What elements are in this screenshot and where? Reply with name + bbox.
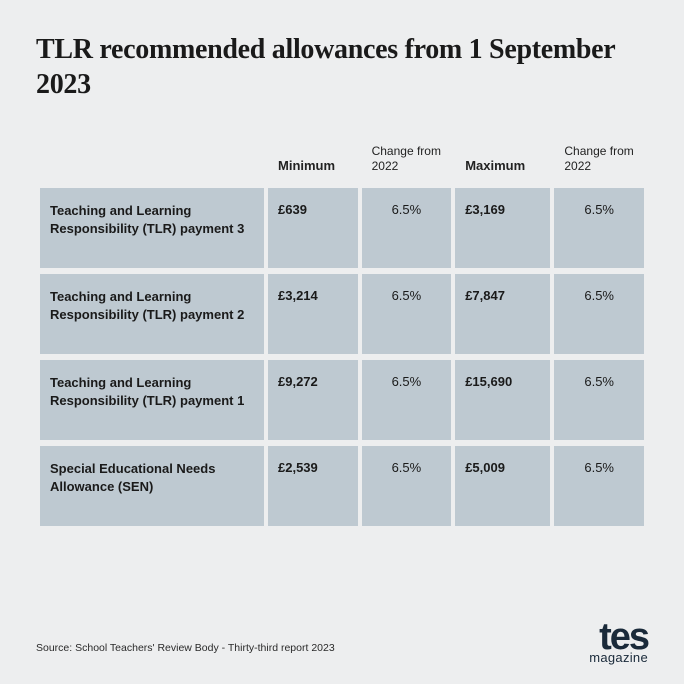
cell-max-change: 6.5% bbox=[554, 446, 644, 526]
table-row: Teaching and Learning Responsibility (TL… bbox=[40, 274, 644, 354]
row-label: Special Educational Needs Allowance (SEN… bbox=[40, 446, 264, 526]
col-blank bbox=[40, 138, 264, 182]
col-max-change: Change from 2022 bbox=[554, 138, 644, 182]
cell-min: £9,272 bbox=[268, 360, 358, 440]
logo-sub: magazine bbox=[589, 652, 648, 664]
col-maximum: Maximum bbox=[455, 138, 550, 182]
allowances-table: Minimum Change from 2022 Maximum Change … bbox=[36, 132, 648, 532]
cell-min-change: 6.5% bbox=[362, 274, 452, 354]
cell-max-change: 6.5% bbox=[554, 188, 644, 268]
page-title: TLR recommended allowances from 1 Septem… bbox=[36, 32, 648, 102]
cell-max: £15,690 bbox=[455, 360, 550, 440]
row-label: Teaching and Learning Responsibility (TL… bbox=[40, 274, 264, 354]
cell-min: £3,214 bbox=[268, 274, 358, 354]
cell-min-change: 6.5% bbox=[362, 446, 452, 526]
cell-max: £3,169 bbox=[455, 188, 550, 268]
row-label: Teaching and Learning Responsibility (TL… bbox=[40, 188, 264, 268]
table-header-row: Minimum Change from 2022 Maximum Change … bbox=[40, 138, 644, 182]
cell-min: £639 bbox=[268, 188, 358, 268]
tes-logo: tes magazine bbox=[589, 620, 648, 664]
cell-max-change: 6.5% bbox=[554, 274, 644, 354]
cell-min-change: 6.5% bbox=[362, 188, 452, 268]
row-label: Teaching and Learning Responsibility (TL… bbox=[40, 360, 264, 440]
cell-max: £5,009 bbox=[455, 446, 550, 526]
cell-min: £2,539 bbox=[268, 446, 358, 526]
col-minimum: Minimum bbox=[268, 138, 358, 182]
col-min-change: Change from 2022 bbox=[362, 138, 452, 182]
table-row: Special Educational Needs Allowance (SEN… bbox=[40, 446, 644, 526]
source-text: Source: School Teachers' Review Body - T… bbox=[36, 642, 335, 654]
cell-max: £7,847 bbox=[455, 274, 550, 354]
cell-max-change: 6.5% bbox=[554, 360, 644, 440]
table-row: Teaching and Learning Responsibility (TL… bbox=[40, 188, 644, 268]
table-row: Teaching and Learning Responsibility (TL… bbox=[40, 360, 644, 440]
cell-min-change: 6.5% bbox=[362, 360, 452, 440]
